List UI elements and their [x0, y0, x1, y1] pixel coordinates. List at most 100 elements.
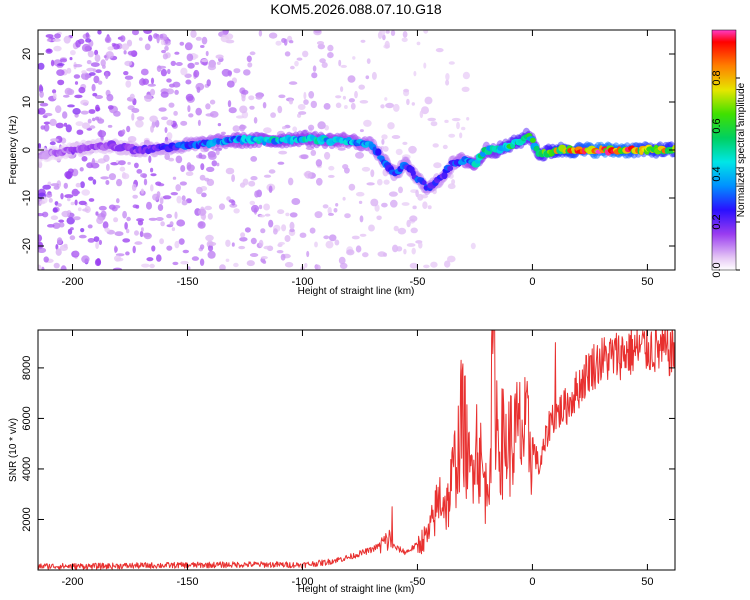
spectrogram-speckle: [86, 162, 94, 169]
spectrogram-speckle: [335, 203, 339, 207]
spectrogram-speckle: [63, 35, 71, 44]
spectrogram-speckle: [73, 250, 79, 257]
spectrogram-speckle: [355, 151, 364, 159]
snr-xlabel: Height of straight line (km): [298, 584, 415, 595]
spectrogram-speckle: [442, 144, 448, 150]
spectrogram-speckle: [459, 132, 463, 139]
spectrogram-speckle: [57, 79, 65, 86]
spectrogram-speckle: [55, 105, 62, 114]
spectrogram-speckle: [248, 95, 255, 101]
spectrogram-speckle: [105, 51, 114, 59]
spectrogram-speckle: [371, 71, 377, 80]
spectrogram-speckle: [391, 135, 401, 139]
spectrogram-speckle: [303, 99, 309, 105]
spectrogram-speckle: [166, 132, 173, 140]
spectrogram-speckle: [123, 71, 129, 76]
spectrogram-speckle: [147, 83, 156, 87]
spectrogram-speckle: [185, 93, 194, 101]
spectrogram-speckle: [60, 193, 64, 200]
spectrogram-speckle: [50, 138, 59, 142]
spectrogram-speckle: [281, 224, 287, 232]
spectrogram-speckle: [253, 117, 258, 124]
spectrogram-speckle: [78, 234, 87, 239]
spectrogram-speckle: [120, 35, 126, 42]
spectrogram-speckle: [333, 208, 338, 213]
spectrogram-speckle: [172, 81, 181, 88]
spectrogram-speckle: [228, 107, 237, 114]
spectrogram-speckle: [268, 32, 278, 39]
spectrogram-speckle: [209, 99, 216, 105]
spectrogram-speckle: [127, 161, 131, 165]
spectrogram-speckle: [107, 105, 114, 110]
spectrogram-speckle: [277, 209, 285, 215]
snr-frame: [37, 329, 676, 571]
spectrogram-speckle: [194, 62, 200, 65]
spectrogram-speckle: [260, 228, 266, 234]
spectrogram-ridge-cell: [533, 145, 540, 152]
spectrogram-speckle: [160, 221, 165, 227]
spectrogram-speckle: [95, 241, 99, 249]
spectrogram-speckle: [80, 181, 85, 189]
spectrogram-speckle: [340, 64, 348, 68]
spectrogram-speckle: [42, 184, 51, 190]
spectrogram-speckle: [247, 62, 253, 68]
spectrogram-speckle: [164, 45, 169, 52]
spectrogram-speckle: [160, 68, 167, 77]
spectrogram-speckle: [132, 245, 136, 254]
spectrogram-speckle: [124, 75, 134, 80]
spectrogram-speckle: [43, 121, 51, 125]
spectrogram-speckle: [402, 31, 408, 38]
spectrogram-speckle: [184, 73, 192, 79]
spectrogram-speckle: [180, 260, 189, 265]
spectrogram-speckle: [315, 159, 323, 167]
colorbar: 0.0 0.2 0.4 0.6 0.8 Normalized spectral ampl…: [711, 29, 747, 278]
spectrogram-speckle: [346, 249, 355, 256]
colorbar-label: Normalized spectral amplitude: [736, 82, 747, 217]
spectrogram-speckle: [239, 237, 248, 242]
spectrogram-speckle: [81, 189, 90, 196]
spectrogram-speckle: [70, 227, 74, 231]
spectrogram-speckle: [289, 212, 298, 218]
spectrogram-speckle: [403, 248, 407, 255]
spectrogram-speckle: [383, 179, 390, 185]
spectrogram-speckle: [340, 86, 344, 92]
spectrogram-speckle: [158, 107, 167, 112]
spectrogram-speckle: [393, 225, 399, 232]
spectrogram-speckle: [308, 124, 315, 131]
spectrogram-speckle: [196, 86, 201, 93]
spectrogram-speckle: [227, 70, 232, 76]
spectrogram-speckle: [70, 201, 75, 206]
spectrogram-speckle: [180, 165, 186, 172]
spectrogram-speckle: [327, 174, 335, 178]
spectrogram-speckle: [233, 262, 239, 268]
x-tick-label: -100: [291, 576, 313, 588]
spectrogram-speckle: [175, 184, 181, 192]
spectrogram-speckle: [88, 176, 94, 181]
spectrogram-speckle: [167, 68, 171, 75]
spectrogram-speckle: [199, 174, 206, 181]
spectrogram-speckle: [146, 201, 152, 210]
spectrogram-speckle: [231, 200, 236, 206]
spectrogram-speckle: [116, 198, 120, 204]
spectrogram-speckle: [87, 224, 93, 229]
spectrogram-speckle: [323, 103, 331, 110]
spectrogram-speckle: [321, 62, 328, 68]
spectrogram-speckle: [448, 61, 455, 65]
spectrogram-speckle: [132, 30, 139, 36]
spectrogram-speckle: [58, 219, 65, 223]
spectrogram-speckle: [50, 183, 60, 187]
spectrogram-speckle: [444, 119, 449, 123]
spectrogram-speckle: [300, 154, 309, 160]
spectrogram-speckle: [338, 256, 346, 265]
spectrogram-speckle: [291, 198, 301, 205]
spectrogram-speckle: [156, 191, 161, 199]
spectrogram-speckle: [311, 72, 318, 79]
spectrogram-speckle: [284, 261, 294, 268]
spectrogram-speckle: [149, 263, 155, 269]
spectrogram-speckle: [314, 30, 322, 34]
spectrogram-speckle: [398, 186, 403, 194]
spectrogram-speckle: [456, 121, 460, 130]
spectrogram-speckle: [114, 255, 121, 262]
spectrogram-speckle: [122, 210, 127, 219]
spectrogram-speckle: [409, 215, 418, 222]
